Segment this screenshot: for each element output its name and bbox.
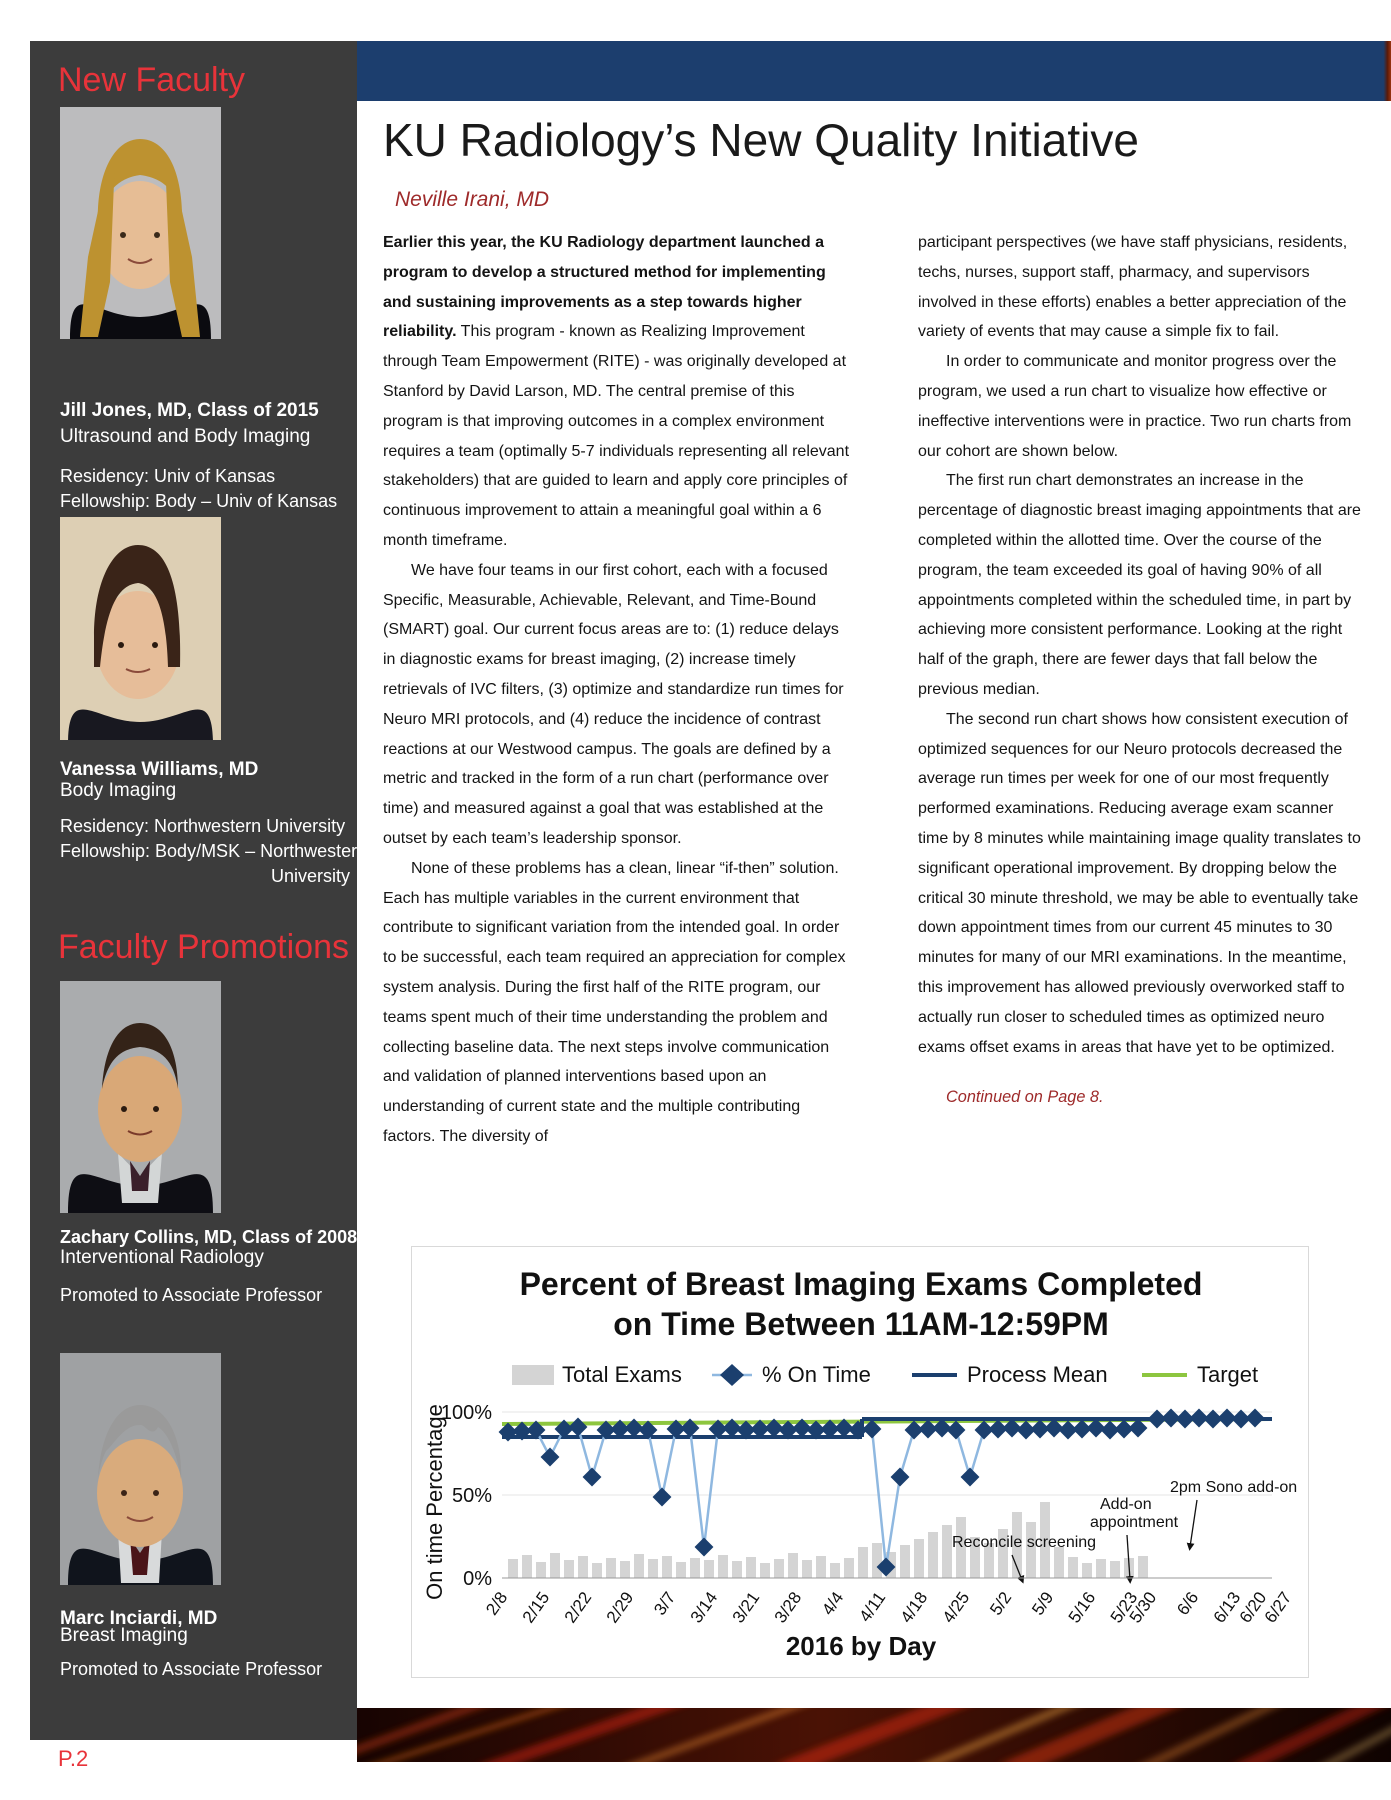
svg-text:6/13: 6/13: [1210, 1588, 1245, 1626]
svg-text:6/6: 6/6: [1173, 1588, 1202, 1618]
svg-text:4/18: 4/18: [897, 1588, 932, 1626]
svg-text:Target: Target: [1197, 1362, 1258, 1387]
svg-text:3/28: 3/28: [771, 1588, 806, 1626]
svg-text:2016 by Day: 2016 by Day: [786, 1631, 937, 1661]
svg-text:3/14: 3/14: [687, 1588, 722, 1626]
svg-text:% On Time: % On Time: [762, 1362, 871, 1387]
svg-text:Percent of Breast Imaging Exam: Percent of Breast Imaging Exams Complete…: [520, 1266, 1203, 1302]
svg-text:Reconcile screening: Reconcile screening: [952, 1534, 1096, 1551]
svg-text:2/8: 2/8: [482, 1588, 511, 1618]
svg-text:6/27: 6/27: [1261, 1588, 1296, 1626]
svg-text:4/25: 4/25: [939, 1588, 974, 1626]
svg-text:5/2: 5/2: [986, 1588, 1015, 1618]
svg-text:2/15: 2/15: [519, 1588, 554, 1626]
svg-text:on Time Between 11AM-12:59PM: on Time Between 11AM-12:59PM: [613, 1306, 1109, 1342]
svg-text:Add-on: Add-on: [1100, 1496, 1152, 1513]
svg-text:2/29: 2/29: [603, 1588, 638, 1626]
svg-text:2/22: 2/22: [561, 1588, 596, 1626]
svg-text:4/11: 4/11: [855, 1588, 889, 1625]
svg-text:Total Exams: Total Exams: [562, 1362, 682, 1387]
svg-text:0%: 0%: [463, 1568, 492, 1590]
svg-text:3/21: 3/21: [729, 1588, 764, 1626]
svg-text:2pm Sono add-on: 2pm Sono add-on: [1170, 1479, 1297, 1496]
svg-text:5/16: 5/16: [1065, 1588, 1100, 1626]
svg-text:50%: 50%: [452, 1485, 492, 1507]
svg-text:100%: 100%: [441, 1402, 492, 1424]
svg-text:6/20: 6/20: [1236, 1588, 1271, 1626]
svg-text:On time Percentage: On time Percentage: [422, 1404, 447, 1600]
svg-text:4/4: 4/4: [818, 1588, 847, 1618]
svg-text:3/7: 3/7: [650, 1588, 679, 1618]
svg-text:5/9: 5/9: [1028, 1588, 1057, 1618]
svg-text:appointment: appointment: [1090, 1514, 1179, 1531]
svg-text:Process Mean: Process Mean: [967, 1362, 1108, 1387]
